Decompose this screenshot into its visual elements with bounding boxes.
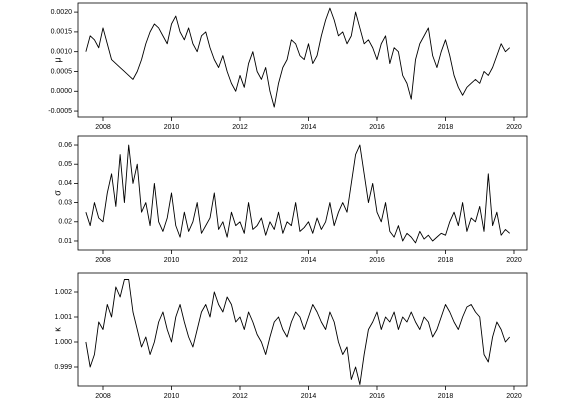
series-line: [85, 144, 511, 244]
y-tick-label: 1.000: [54, 339, 72, 346]
x-tick-label: 2008: [95, 124, 111, 131]
x-tick-label: 2014: [301, 393, 317, 400]
x-tick-label: 2012: [232, 257, 248, 264]
x-tick-label: 2018: [438, 257, 454, 264]
x-tick-label: 2018: [438, 393, 454, 400]
y-tick-label: 0.0010: [51, 49, 73, 56]
y-tick-label: 0.0005: [51, 68, 73, 75]
y-tick-label: 0.06: [58, 142, 72, 149]
x-tick-label: 2016: [369, 257, 385, 264]
y-tick-label: 1.001: [54, 314, 72, 321]
x-tick-label: 2020: [506, 124, 522, 131]
plot-frame: [77, 135, 528, 251]
x-tick-label: 2008: [95, 393, 111, 400]
series-line: [85, 279, 511, 385]
y-axis-label: μ: [52, 57, 62, 62]
y-tick-label: 0.0020: [51, 9, 73, 16]
x-tick-label: 2020: [506, 257, 522, 264]
y-tick-label: -0.0005: [48, 108, 72, 115]
y-tick-label: 0.0015: [51, 29, 73, 36]
x-tick-label: 2014: [301, 124, 317, 131]
x-tick-label: 2012: [232, 124, 248, 131]
series-line: [85, 7, 511, 108]
y-axis-label: σ: [52, 190, 62, 196]
y-tick-label: 0.03: [58, 199, 72, 206]
x-tick-label: 2012: [232, 393, 248, 400]
y-axis-label: κ: [52, 327, 62, 332]
x-tick-label: 2010: [164, 257, 180, 264]
y-tick-label: 0.0000: [51, 88, 73, 95]
y-tick-label: 1.002: [54, 289, 72, 296]
y-tick-label: 0.02: [58, 219, 72, 226]
x-tick-label: 2016: [369, 393, 385, 400]
x-tick-label: 2014: [301, 257, 317, 264]
y-tick-label: 0.999: [54, 364, 72, 371]
x-tick-label: 2020: [506, 393, 522, 400]
x-tick-label: 2016: [369, 124, 385, 131]
plot-frame: [77, 2, 528, 118]
x-tick-label: 2018: [438, 124, 454, 131]
y-tick-label: 0.01: [58, 238, 72, 245]
x-tick-label: 2010: [164, 124, 180, 131]
x-tick-label: 2010: [164, 393, 180, 400]
y-tick-label: 0.04: [58, 180, 72, 187]
x-tick-label: 2008: [95, 257, 111, 264]
plot-frame: [77, 272, 528, 387]
y-tick-label: 0.05: [58, 161, 72, 168]
